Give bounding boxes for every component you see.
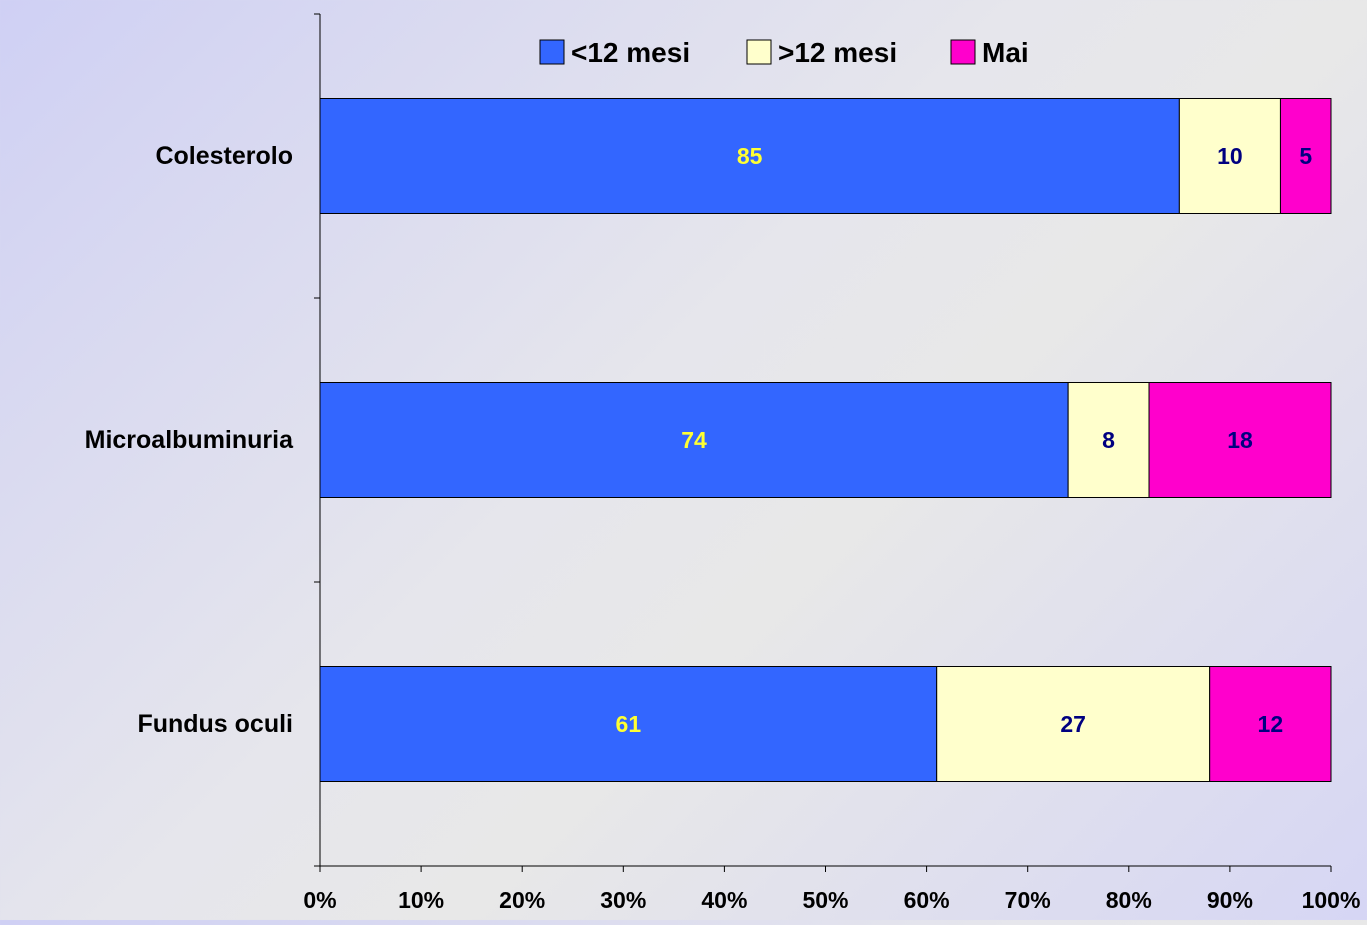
- bar-segment: [1148, 382, 1332, 498]
- legend-label: Mai: [982, 37, 1029, 68]
- bar-segment: [1279, 98, 1332, 214]
- legend-label: <12 mesi: [571, 37, 690, 68]
- x-tick-label: 50%: [802, 887, 848, 913]
- bar-segment: [319, 666, 938, 782]
- bar-segment: [319, 98, 1180, 214]
- bar-segment: [1178, 98, 1281, 214]
- y-category-label: Fundus oculi: [137, 710, 293, 738]
- data-label: 18: [1227, 427, 1253, 453]
- x-tick-label: 70%: [1005, 887, 1051, 913]
- data-label: 27: [1060, 711, 1086, 737]
- data-label: 61: [616, 711, 642, 737]
- x-tick-label: 0%: [303, 887, 336, 913]
- bar-segment: [319, 382, 1069, 498]
- data-label: 74: [681, 427, 707, 453]
- x-tick-label: 60%: [904, 887, 950, 913]
- x-tick-label: 90%: [1207, 887, 1253, 913]
- x-tick-label: 10%: [398, 887, 444, 913]
- bar-segment: [1209, 666, 1332, 782]
- x-tick-label: 80%: [1106, 887, 1152, 913]
- x-tick-label: 30%: [600, 887, 646, 913]
- data-label: 12: [1258, 711, 1284, 737]
- data-label: 85: [737, 143, 763, 169]
- y-category-label: Colesterolo: [155, 142, 293, 170]
- legend-swatch: [950, 39, 976, 65]
- legend-swatch: [539, 39, 565, 65]
- data-label: 8: [1102, 427, 1115, 453]
- bar-segment: [936, 666, 1211, 782]
- x-tick-label: 100%: [1302, 887, 1361, 913]
- legend-label: >12 mesi: [778, 37, 897, 68]
- data-label: 5: [1299, 143, 1312, 169]
- legend-swatch: [746, 39, 772, 65]
- x-tick-label: 20%: [499, 887, 545, 913]
- data-label: 10: [1217, 143, 1243, 169]
- y-category-label: Microalbuminuria: [85, 426, 294, 454]
- x-tick-label: 40%: [701, 887, 747, 913]
